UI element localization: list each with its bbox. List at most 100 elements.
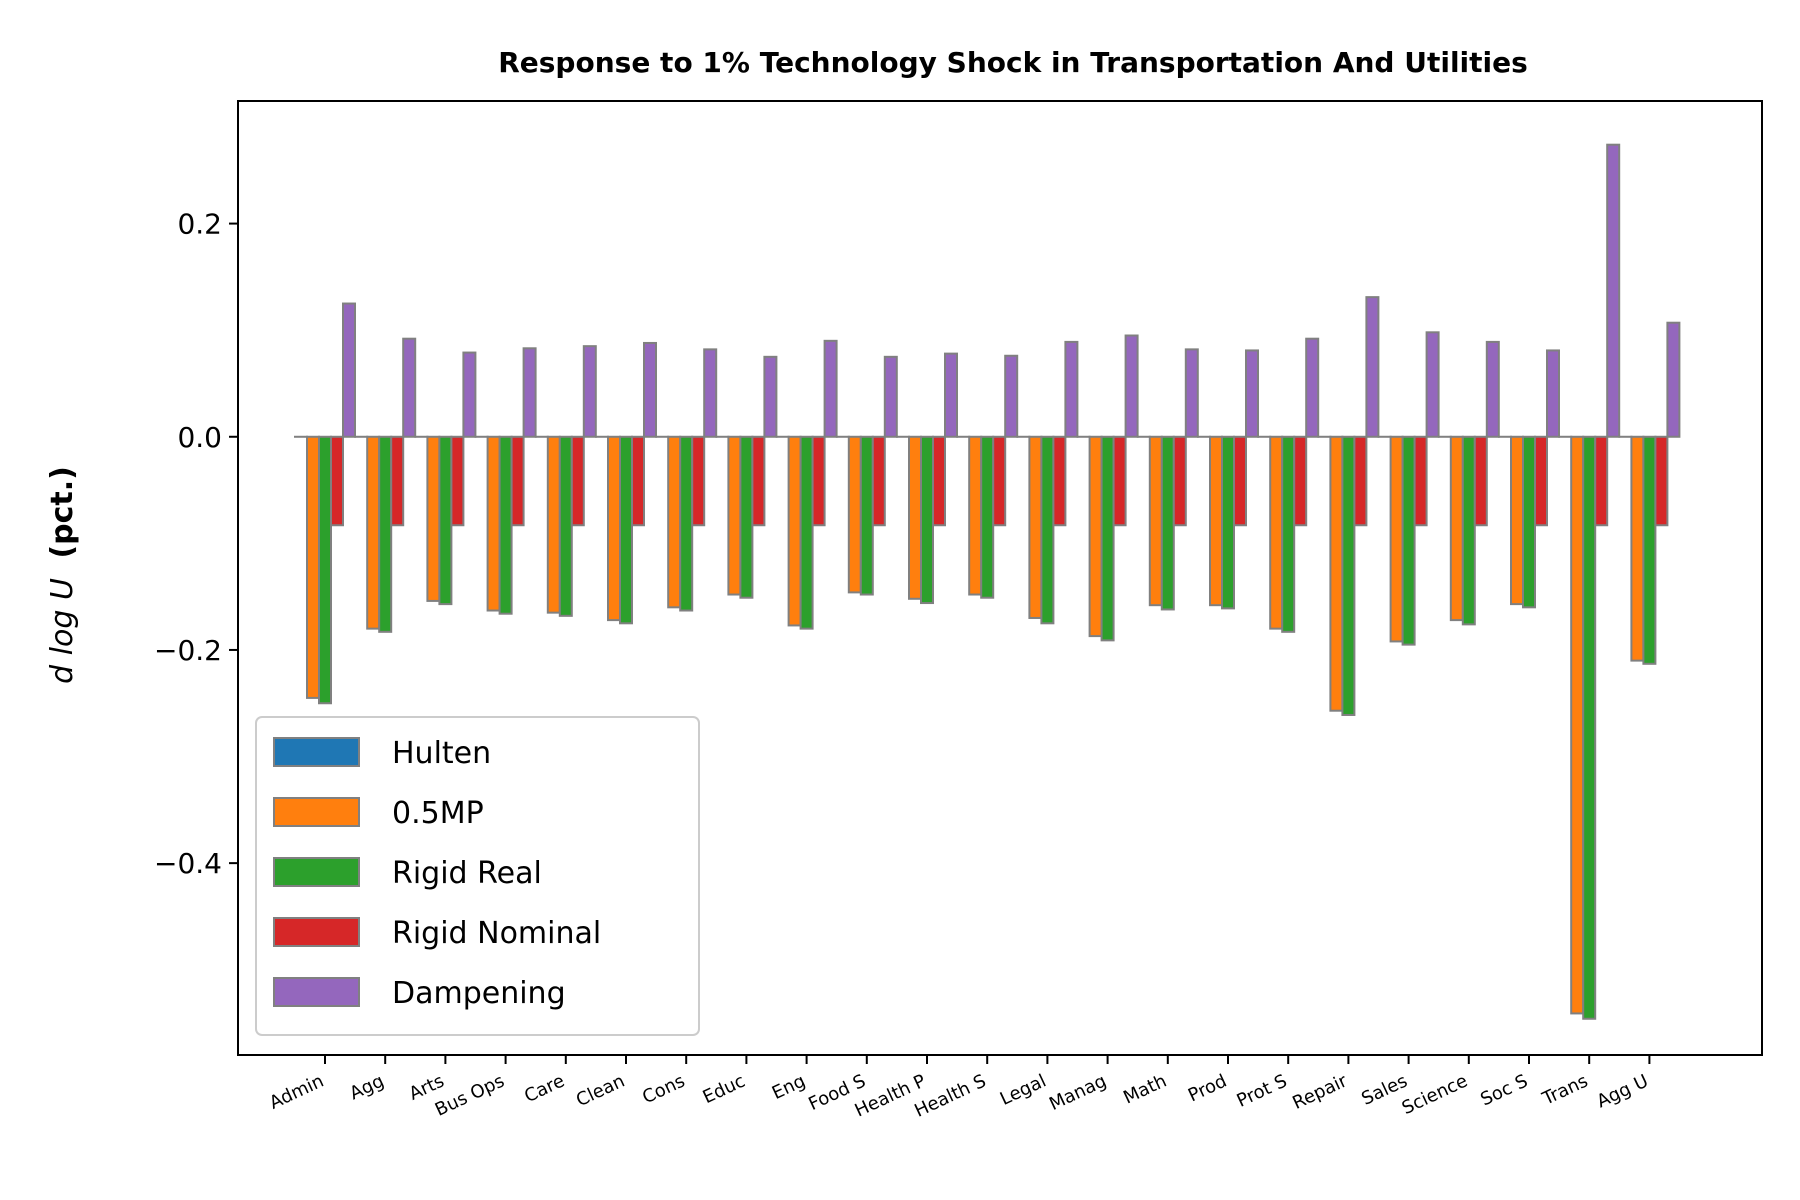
bar-0-5mp-arts: [426, 435, 441, 602]
bar-dampening-trans: [1606, 143, 1621, 438]
bar-rigid-nominal-prot-s: [1293, 435, 1308, 527]
bar-dampening-agg-u: [1666, 321, 1681, 438]
y-axis-label: d log U (pct.): [45, 466, 80, 684]
y-tick-label: 0.0: [177, 421, 222, 454]
x-tick-label: Legal: [997, 1070, 1050, 1109]
bar-rigid-nominal-legal: [1052, 435, 1067, 527]
x-tick-label: Eng: [769, 1070, 809, 1103]
bar-rigid-nominal-health-p: [932, 435, 946, 527]
bar-rigid-real-educ: [739, 435, 754, 599]
y-tick-label: −0.2: [154, 634, 222, 667]
bar-rigid-nominal-science: [1473, 435, 1488, 527]
bar-rigid-nominal-manag: [1112, 435, 1127, 527]
bar-rigid-real-soc-s: [1522, 435, 1536, 609]
x-tick-label: Repair: [1289, 1070, 1351, 1114]
bar-dampening-science: [1485, 340, 1500, 438]
bar-rigid-real-eng: [799, 435, 814, 630]
bar-rigid-real-admin: [318, 435, 332, 705]
x-tick-label: Cons: [639, 1070, 688, 1108]
bar-0-5mp-math: [1148, 435, 1163, 607]
bar-0-5mp-sales: [1389, 435, 1404, 643]
legend-swatch: [273, 737, 360, 767]
bar-rigid-nominal-clean: [631, 435, 645, 527]
bar-0-5mp-repair: [1329, 435, 1344, 712]
bar-rigid-nominal-agg-u: [1654, 435, 1669, 527]
bar-rigid-nominal-sales: [1413, 435, 1428, 527]
bar-dampening-math: [1184, 348, 1199, 438]
bar-rigid-nominal-math: [1172, 435, 1187, 527]
bar-dampening-clean: [643, 341, 657, 438]
y-axis-label-unit: (pct.): [45, 466, 80, 558]
bar-0-5mp-agg-u: [1630, 435, 1645, 662]
x-tick-label: Soc S: [1477, 1070, 1531, 1110]
bar-dampening-bus-ops: [522, 347, 537, 438]
y-tick-label: −0.4: [154, 847, 222, 880]
bar-rigid-nominal-admin: [330, 435, 344, 527]
bar-dampening-manag: [1124, 334, 1139, 438]
legend-swatch: [273, 977, 360, 1007]
x-tick-label: Agg U: [1594, 1070, 1652, 1112]
plot-frame: [237, 100, 1763, 1056]
bar-dampening-food-s: [883, 355, 898, 438]
bar-rigid-real-cons: [679, 435, 694, 612]
svg-text:d log U (pct.): d log U (pct.): [45, 466, 80, 684]
bar-dampening-arts: [462, 351, 477, 438]
legend-label: Hulten: [392, 736, 491, 771]
bar-rigid-nominal-eng: [811, 435, 826, 527]
bar-dampening-health-p: [944, 352, 958, 438]
bar-rigid-nominal-arts: [450, 435, 465, 527]
bar-rigid-nominal-care: [570, 435, 585, 527]
x-tick-label: Manag: [1046, 1070, 1110, 1115]
bar-rigid-real-health-p: [920, 435, 934, 605]
legend: Hulten 0.5MP Rigid Real Rigid Nominal Dampen…: [255, 716, 700, 1036]
x-tick-label: Science: [1399, 1070, 1471, 1119]
y-axis-label-math: d log U: [45, 578, 80, 684]
x-tick-label: Admin: [266, 1070, 327, 1113]
bar-0-5mp-trans: [1570, 435, 1585, 1015]
bar-dampening-health-s: [1004, 354, 1019, 438]
bar-0-5mp-educ: [727, 435, 742, 596]
bar-dampening-agg: [402, 337, 417, 438]
bar-0-5mp-science: [1449, 435, 1464, 622]
bar-rigid-real-agg-u: [1642, 435, 1657, 665]
legend-label: Dampening: [392, 976, 566, 1011]
bar-dampening-repair: [1365, 296, 1380, 438]
bar-0-5mp-prot-s: [1269, 435, 1284, 630]
bar-dampening-legal: [1064, 340, 1079, 438]
bar-0-5mp-prod: [1209, 435, 1223, 607]
bars-layer: [294, 143, 1681, 1020]
bar-rigid-nominal-soc-s: [1534, 435, 1548, 527]
x-tick-label: Educ: [700, 1070, 749, 1108]
bar-0-5mp-eng: [787, 435, 802, 627]
bar-rigid-real-math: [1160, 435, 1175, 611]
bar-rigid-real-repair: [1341, 435, 1356, 716]
bar-rigid-real-health-s: [980, 435, 995, 599]
bar-rigid-real-legal: [1040, 435, 1055, 625]
x-tick-label: Bus Ops: [432, 1070, 508, 1120]
bar-dampening-admin: [342, 302, 356, 438]
chart-title: Response to 1% Technology Shock in Trans…: [498, 46, 1528, 79]
bar-rigid-real-food-s: [859, 435, 874, 596]
y-axis: 0.2 0.0 −0.2 −0.4: [154, 208, 238, 880]
legend-label: 0.5MP: [392, 796, 484, 831]
bar-rigid-real-clean: [619, 435, 633, 625]
legend-label: Rigid Nominal: [392, 916, 601, 951]
x-tick-label: Clean: [573, 1070, 628, 1111]
bar-0-5mp-health-p: [908, 435, 922, 600]
bar-0-5mp-care: [546, 435, 561, 614]
bar-rigid-real-prot-s: [1281, 435, 1296, 633]
legend-swatch: [273, 797, 360, 827]
legend-swatch: [273, 857, 360, 887]
bar-0-5mp-agg: [366, 435, 381, 630]
bar-dampening-prod: [1245, 349, 1259, 438]
bar-rigid-real-care: [558, 435, 573, 617]
legend-box: [255, 716, 700, 1036]
bar-dampening-educ: [763, 355, 778, 438]
bar-0-5mp-soc-s: [1510, 435, 1524, 606]
bar-0-5mp-cons: [667, 435, 682, 609]
bar-rigid-nominal-food-s: [871, 435, 886, 527]
x-tick-label: Care: [521, 1070, 568, 1107]
bar-rigid-real-science: [1461, 435, 1476, 626]
bar-0-5mp-legal: [1028, 435, 1043, 619]
